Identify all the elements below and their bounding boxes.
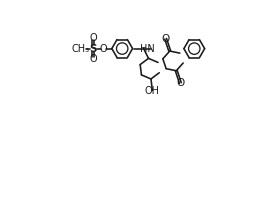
Text: O: O: [89, 54, 97, 64]
Text: O: O: [99, 43, 107, 54]
Text: O: O: [162, 34, 170, 44]
Text: CH₃: CH₃: [72, 43, 90, 54]
Text: HN: HN: [140, 43, 155, 54]
Text: O: O: [176, 78, 184, 88]
Text: O: O: [89, 33, 97, 43]
Text: OH: OH: [145, 85, 160, 95]
Text: S: S: [89, 43, 97, 54]
